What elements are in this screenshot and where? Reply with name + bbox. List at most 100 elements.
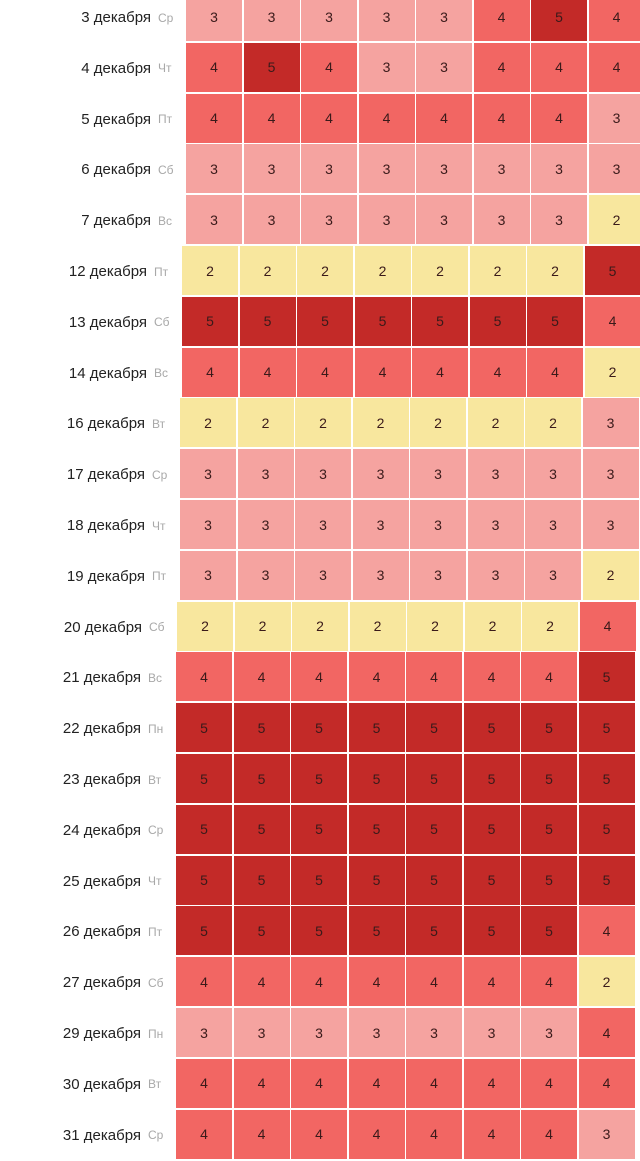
- heatmap-cell: 4: [234, 957, 290, 1006]
- heatmap-cell: 3: [583, 500, 639, 549]
- heatmap-cell: 3: [583, 449, 639, 498]
- heatmap-cell: 3: [416, 0, 472, 41]
- heatmap-cell: 4: [470, 348, 526, 397]
- heatmap-cell: 4: [464, 652, 520, 701]
- heatmap-cell: 3: [180, 551, 236, 600]
- heatmap-cell: 3: [359, 43, 415, 92]
- heatmap-cell: 3: [295, 551, 351, 600]
- heatmap-cell: 3: [410, 500, 466, 549]
- heatmap-cell: 4: [349, 1110, 405, 1159]
- heatmap-cell: 5: [579, 856, 635, 905]
- heatmap-cell: 3: [353, 551, 409, 600]
- heatmap-cell: 2: [235, 602, 291, 651]
- heatmap-cell: 4: [531, 43, 587, 92]
- heatmap-cell: 5: [234, 906, 290, 955]
- heatmap-cell: 5: [291, 754, 347, 803]
- heatmap-cell: 3: [410, 449, 466, 498]
- date-label: 5 декабря: [81, 111, 151, 128]
- heatmap-cell: 4: [406, 1059, 462, 1108]
- weekday-label: Вт: [148, 773, 170, 787]
- heatmap-cell: 3: [234, 1008, 290, 1057]
- heatmap-cell: 4: [580, 602, 636, 651]
- heatmap-cell: 5: [406, 856, 462, 905]
- heatmap-cell: 3: [238, 500, 294, 549]
- heatmap-cell: 5: [406, 754, 462, 803]
- heatmap-cell: 2: [177, 602, 233, 651]
- heatmap-cell: 2: [297, 246, 353, 295]
- heatmap-cell: 5: [176, 754, 232, 803]
- heatmap-cell: 3: [416, 43, 472, 92]
- heatmap-cell: 4: [182, 348, 238, 397]
- heatmap-cell: 4: [464, 957, 520, 1006]
- heatmap-cell: 3: [468, 500, 524, 549]
- heatmap-cell: 4: [301, 43, 357, 92]
- date-label: 17 декабря: [67, 466, 145, 483]
- heatmap-cell: 3: [186, 0, 242, 41]
- heatmap-cell: 3: [589, 144, 640, 193]
- heatmap-cell: 3: [238, 449, 294, 498]
- heatmap-cell: 4: [355, 348, 411, 397]
- heatmap-cell: 5: [234, 856, 290, 905]
- heatmap-cell: 4: [186, 94, 242, 143]
- heatmap-cell: 2: [238, 398, 294, 447]
- date-label: 6 декабря: [81, 161, 151, 178]
- heatmap-cell: 3: [295, 449, 351, 498]
- heatmap-cell: 5: [291, 703, 347, 752]
- heatmap-cell: 5: [579, 652, 635, 701]
- heatmap-cell: 4: [186, 43, 242, 92]
- heatmap-cell: 4: [579, 906, 635, 955]
- heatmap-cell: 4: [527, 348, 583, 397]
- heatmap-cell: 4: [234, 1059, 290, 1108]
- heatmap-cell: 4: [176, 652, 232, 701]
- weekday-label: Вт: [148, 1077, 170, 1091]
- heatmap-cell: 3: [525, 500, 581, 549]
- heatmap-cell: 4: [464, 1110, 520, 1159]
- heatmap-cell: 3: [238, 551, 294, 600]
- heatmap-cell: 3: [474, 195, 530, 244]
- heatmap-cell: 4: [589, 0, 640, 41]
- heatmap-cell: 5: [406, 703, 462, 752]
- weekday-label: Пт: [158, 112, 180, 126]
- heatmap-cell: 3: [186, 144, 242, 193]
- heatmap-cell: 3: [353, 449, 409, 498]
- heatmap-cell: 5: [579, 703, 635, 752]
- heatmap-cell: 2: [589, 195, 640, 244]
- heatmap-cell: 2: [295, 398, 351, 447]
- heatmap-cell: 4: [585, 297, 640, 346]
- date-label: 4 декабря: [81, 60, 151, 77]
- heatmap-cell: 5: [291, 856, 347, 905]
- heatmap-cell: 4: [579, 1059, 635, 1108]
- heatmap-cell: 5: [464, 906, 520, 955]
- date-label: 14 декабря: [69, 365, 147, 382]
- heatmap-cell: 4: [176, 1059, 232, 1108]
